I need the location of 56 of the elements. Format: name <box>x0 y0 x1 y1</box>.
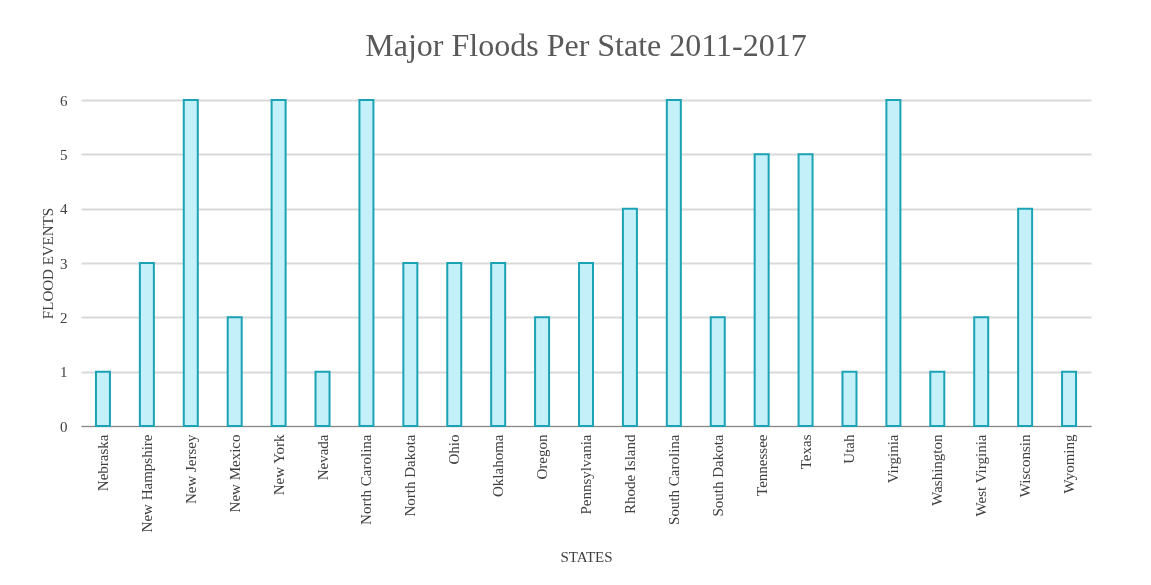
y-axis-title: FLOOD EVENTS <box>40 207 56 320</box>
x-tick-label: Ohio <box>446 434 463 465</box>
x-tick-label: South Dakota <box>709 434 726 517</box>
bar <box>446 262 463 427</box>
chart-title: Major Floods Per State 2011-2017 <box>365 27 807 63</box>
bar <box>578 262 594 427</box>
y-tick-label: 6 <box>60 92 68 109</box>
bar <box>885 99 902 427</box>
x-axis-title: STATES <box>560 549 613 566</box>
bar <box>402 262 419 427</box>
x-tick-label: Pennsylvania <box>578 434 594 515</box>
x-tick-label: Utah <box>841 434 858 464</box>
x-tick-label: Nevada <box>314 434 331 481</box>
y-tick-label: 1 <box>60 364 68 381</box>
bar <box>797 153 814 427</box>
x-tick-label: West Virginia <box>973 434 990 517</box>
x-tick-label: Texas <box>797 434 814 470</box>
bar <box>534 316 551 427</box>
x-tick-label: Tennessee <box>753 434 770 496</box>
bar <box>841 370 858 427</box>
x-tick-label: South Carolina <box>665 434 682 525</box>
y-tick-label: 5 <box>60 146 68 163</box>
bar <box>753 153 770 427</box>
x-tick-label: Nebraska <box>94 434 111 492</box>
bar <box>973 316 990 427</box>
x-tick-label: New Jersey <box>182 434 199 505</box>
x-tick-label: North Dakota <box>402 434 419 517</box>
bar <box>929 370 946 427</box>
y-tick-label: 4 <box>60 201 68 218</box>
y-tick-label: 2 <box>60 309 68 326</box>
x-tick-label: Oklahoma <box>490 434 507 497</box>
x-tick-label: Washington <box>929 434 946 506</box>
bar <box>709 316 726 427</box>
bar <box>490 262 507 427</box>
x-tick-label: New York <box>270 434 287 496</box>
bar <box>138 262 155 427</box>
bar <box>94 370 111 427</box>
x-tick-label: New Hampshire <box>138 434 155 533</box>
x-tick-label: Oregon <box>534 434 551 480</box>
x-tick-label: Wyoming <box>1061 434 1078 494</box>
bar <box>358 99 375 427</box>
y-tick-label: 0 <box>60 418 68 435</box>
bar <box>1061 370 1078 427</box>
bar <box>621 207 638 427</box>
bar <box>665 99 682 427</box>
bar <box>226 316 243 427</box>
bar <box>1017 207 1034 427</box>
bar <box>182 99 199 427</box>
x-tick-label: New Mexico <box>226 434 243 513</box>
bar <box>270 99 287 427</box>
bar <box>314 370 331 427</box>
y-tick-label: 3 <box>60 255 68 272</box>
x-tick-label: North Carolina <box>358 434 375 525</box>
x-tick-label: Wisconsin <box>1017 434 1034 498</box>
x-tick-label: Virginia <box>885 434 902 484</box>
x-tick-label: Rhode Island <box>621 434 638 515</box>
